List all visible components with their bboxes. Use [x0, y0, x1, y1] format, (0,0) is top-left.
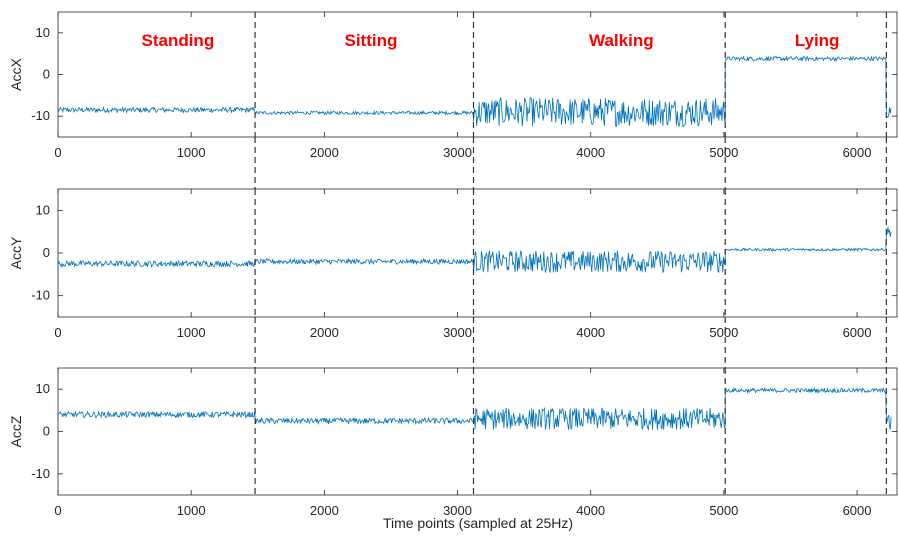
- subplot-accx: 0 1000 2000 3000 4000 5000 6000 -10 0 10 AccX Stand…: [8, 11, 898, 189]
- x-tick-label: 5000: [709, 325, 738, 340]
- axes-box: [57, 188, 898, 318]
- x-tick-label: 2000: [310, 503, 339, 518]
- activity-label: Lying: [795, 31, 840, 50]
- x-tick-label: 3000: [443, 145, 472, 160]
- x-tick-label: 4000: [576, 503, 605, 518]
- series-line-accx: [57, 55, 892, 128]
- x-tick-label: 0: [54, 145, 61, 160]
- subplots: 0 1000 2000 3000 4000 5000 6000-10010AccXStand…: [8, 11, 898, 518]
- x-tick-label: 0: [54, 325, 61, 340]
- y-tick-label: -10: [31, 288, 50, 303]
- y-tick-label: 0: [43, 67, 50, 82]
- y-tick-label: -10: [31, 108, 50, 123]
- x-tick-label: 5000: [709, 503, 738, 518]
- x-tick-label: 1000: [177, 325, 206, 340]
- x-tick-label: 2000: [310, 325, 339, 340]
- x-tick-label: 6000: [843, 325, 872, 340]
- axes-box: [57, 367, 898, 496]
- x-tick-label: 6000: [843, 145, 872, 160]
- x-tick-label: 4000: [576, 145, 605, 160]
- x-tick-label: 3000: [443, 503, 472, 518]
- x-tick-label: 1000: [177, 145, 206, 160]
- x-tick-label: 6000: [843, 503, 872, 518]
- activity-label: Sitting: [345, 31, 398, 50]
- y-tick-label: -10: [31, 466, 50, 481]
- y-axis-label: AccY: [8, 236, 24, 269]
- y-tick-label: 0: [43, 245, 50, 260]
- series-line-accz: [57, 386, 892, 431]
- activity-label: Walking: [589, 31, 654, 50]
- x-tick-label: 1000: [177, 503, 206, 518]
- x-axis-label: Time points (sampled at 25Hz): [383, 515, 573, 531]
- y-tick-label: 0: [43, 424, 50, 439]
- y-tick-label: 10: [36, 25, 50, 40]
- x-tick-label: 5000: [709, 145, 738, 160]
- x-tick-label: 0: [54, 503, 61, 518]
- x-tick-label: 3000: [443, 325, 472, 340]
- y-axis-label: AccZ: [8, 415, 24, 447]
- activity-label: Standing: [141, 31, 214, 50]
- y-tick-label: 10: [36, 381, 50, 396]
- x-tick-label: 4000: [576, 325, 605, 340]
- y-tick-label: 10: [36, 202, 50, 217]
- subplot-accy: 0 1000 2000 3000 4000 5000 6000 -10 0 10 AccY: [8, 188, 898, 368]
- subplot-accz: 0 1000 2000 3000 4000 5000 6000 -10 0 10 AccZ: [8, 367, 898, 518]
- y-axis-label: AccX: [8, 58, 24, 91]
- series-line-accy: [57, 227, 892, 274]
- x-tick-label: 2000: [310, 145, 339, 160]
